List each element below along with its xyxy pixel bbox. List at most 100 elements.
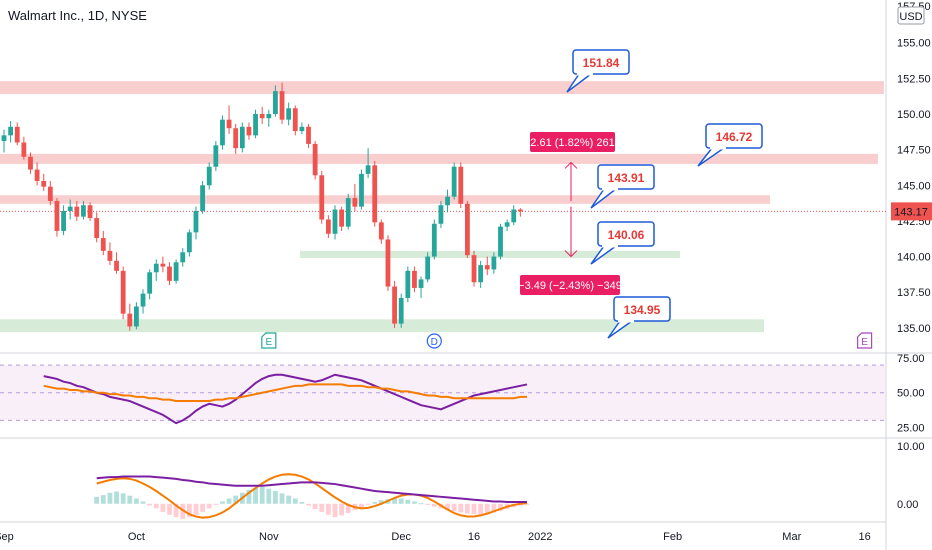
candle-body [504,222,510,227]
x-tick-label: 16 [858,531,870,543]
price-callout [597,221,655,247]
resistance-zone [0,153,878,164]
macd-histogram-bar [173,503,179,518]
candle-body [511,209,517,223]
macd-histogram-bar [140,501,146,504]
rsi-tick-label: 25.00 [897,422,925,434]
candle-body [332,209,338,234]
candle-body [34,169,40,181]
candle-body [292,108,298,132]
macd-histogram-bar [491,503,497,513]
macd-histogram-bar [465,503,470,514]
macd-histogram-bar [484,503,490,514]
x-tick-label: 2022 [528,531,552,543]
macd-histogram-bar [226,498,232,504]
candle-body [378,222,384,240]
callout-joint [602,244,618,248]
measure-arrowhead [564,161,578,169]
candle-body [54,200,60,231]
macd-histogram-bar [233,495,239,504]
macd-histogram-bar [378,500,384,504]
candle-body [517,209,523,212]
candle-body [87,205,93,219]
candle-body [140,293,146,307]
price-callout [705,123,763,149]
measure-label-box [520,275,620,295]
candle-body [213,145,219,167]
earnings-marker-label: E [265,337,272,348]
macd-histogram-bar [206,503,212,509]
macd-histogram-bar [127,495,133,504]
support-zone [0,319,764,333]
macd-histogram-bar [153,503,159,509]
macd-histogram-bar [372,502,378,504]
rsi-tick-label: 50.00 [897,388,925,400]
candle-body [392,286,397,324]
macd-histogram-bar [445,503,450,511]
candle-body [74,206,80,217]
macd-histogram-bar [478,503,484,515]
macd-histogram-bar [431,503,437,507]
macd-histogram-bar [160,503,166,512]
macd-histogram-bar [193,503,199,515]
candle-body [484,265,490,270]
macd-histogram-bar [524,503,530,505]
macd-histogram-bar [120,493,126,504]
candle-body [21,142,27,157]
candle-body [180,252,186,263]
candle-body [134,306,139,327]
candle-body [153,263,159,273]
macd-histogram-bar [220,501,225,504]
macd-histogram-bar [418,503,424,505]
macd-histogram-bar [392,497,397,504]
price-callout-label: 143.91 [608,171,645,185]
x-tick-label: Oct [128,531,145,543]
candle-body [445,196,450,206]
callout-joint [602,187,618,191]
candle-body [239,126,245,149]
macd-histogram-bar [100,495,106,504]
macd-histogram-bar [186,503,192,518]
macd-histogram-bar [425,503,431,505]
macd-histogram-bar [458,503,464,513]
price-callout [613,296,671,322]
macd-histogram-bar [200,503,205,512]
macd-histogram-bar [471,503,477,515]
rsi-tick-label: 75.00 [897,353,925,365]
candle-body [405,270,411,298]
candle-body [273,91,278,114]
signal-line [96,475,527,504]
candle-body [458,166,464,204]
macd-histogram-bar [147,503,153,506]
candle-body [127,313,133,327]
y-tick-label: 145.00 [897,180,931,192]
candle-body [365,165,371,174]
currency-badge [897,6,925,25]
candle-body [451,166,457,197]
candle-body [167,266,172,281]
y-tick-label: 137.50 [897,287,931,299]
candle-body [319,175,325,220]
x-tick-label: Feb [663,531,682,543]
macd-histogram-bar [246,489,252,504]
macd-histogram-bar [398,498,404,504]
candle-body [173,262,179,281]
macd-histogram-bar [114,491,119,504]
candle-body [147,272,153,294]
earnings-marker [261,332,277,349]
x-tick-label: Mar [782,531,801,543]
candle-body [226,119,232,129]
candle-body [100,238,106,251]
x-tick-label: 16 [468,531,480,543]
y-tick-label: 152.50 [897,73,931,85]
candle-body [478,265,484,283]
candle-body [431,223,437,257]
macd-histogram-bar [286,495,292,504]
candle-body [47,186,53,201]
candle-body [259,113,265,119]
candle-body [94,218,100,239]
candle-body [193,210,199,233]
candle-body [385,239,391,287]
measure-arrowhead [564,250,578,258]
